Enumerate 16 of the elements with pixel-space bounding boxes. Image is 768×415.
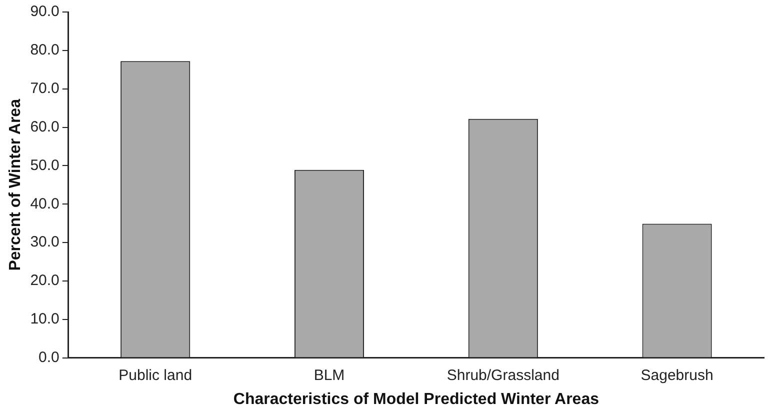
y-axis-title: Percent of Winter Area bbox=[7, 98, 24, 271]
y-tick-label: 30.0 bbox=[30, 234, 60, 251]
x-tick-label: Sagebrush bbox=[640, 366, 714, 384]
y-tick-label: 50.0 bbox=[30, 156, 60, 174]
x-tick-label: Shrub/Grassland bbox=[446, 366, 560, 384]
y-tick-label: 0.0 bbox=[38, 348, 60, 366]
y-tick-label: 10.0 bbox=[30, 310, 60, 328]
y-tick-label: 20.0 bbox=[30, 272, 60, 290]
y-tick-label: 40.0 bbox=[30, 195, 60, 212]
x-tick-label: Public land bbox=[118, 366, 192, 384]
y-tick-label: 70.0 bbox=[30, 80, 60, 97]
y-tick-label: 60.0 bbox=[30, 118, 60, 136]
x-tick-label: BLM bbox=[314, 366, 345, 384]
y-tick-label: 90.0 bbox=[30, 3, 60, 20]
y-tick-label: 80.0 bbox=[30, 42, 60, 59]
x-axis-title: Characteristics of Model Predicted Winter Areas bbox=[233, 390, 600, 408]
